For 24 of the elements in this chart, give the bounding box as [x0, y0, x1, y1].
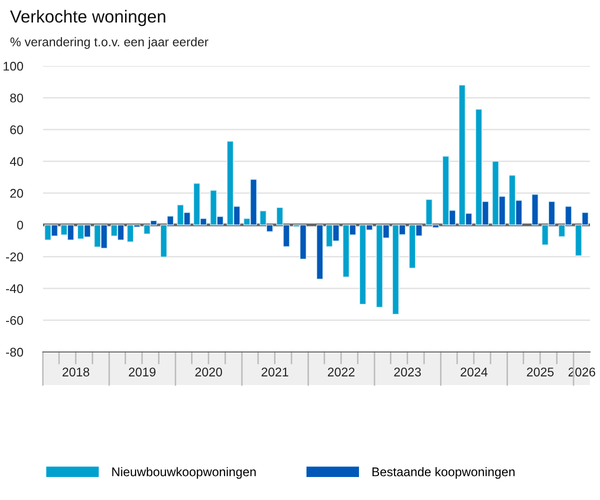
- x-tick-label: 2019: [128, 368, 156, 376]
- chart-subtitle: % verandering t.o.v. een jaar eerder: [10, 37, 208, 49]
- y-tick-label: -80: [6, 348, 24, 357]
- x-tick-label: 2021: [262, 368, 288, 376]
- x-tick-label: 2022: [328, 368, 354, 376]
- x-tick-label: 2020: [195, 368, 222, 376]
- legend-label: Nieuwbouwkoopwoningen: [112, 467, 256, 479]
- y-tick-label: 60: [10, 125, 24, 134]
- chart-title: Verkochte woningen: [10, 10, 166, 26]
- x-tick-label: 2018: [62, 368, 90, 376]
- bar: [316, 224, 324, 280]
- bar: [532, 194, 538, 226]
- y-tick-label: 100: [4, 62, 24, 71]
- y-tick-label: 80: [10, 94, 24, 102]
- y-tick-label: 0: [17, 220, 24, 230]
- y-tick-label: 40: [10, 157, 24, 166]
- x-tick-label: 2025: [526, 368, 554, 376]
- legend-label: Bestaande koopwoningen: [372, 467, 515, 479]
- y-tick-label: -60: [6, 316, 24, 325]
- y-tick-label: -40: [6, 284, 24, 294]
- y-tick-label: -20: [6, 252, 24, 262]
- x-tick-label: 2023: [394, 368, 421, 376]
- y-tick-label: 20: [10, 188, 24, 198]
- x-tick-label: 2024: [460, 368, 488, 376]
